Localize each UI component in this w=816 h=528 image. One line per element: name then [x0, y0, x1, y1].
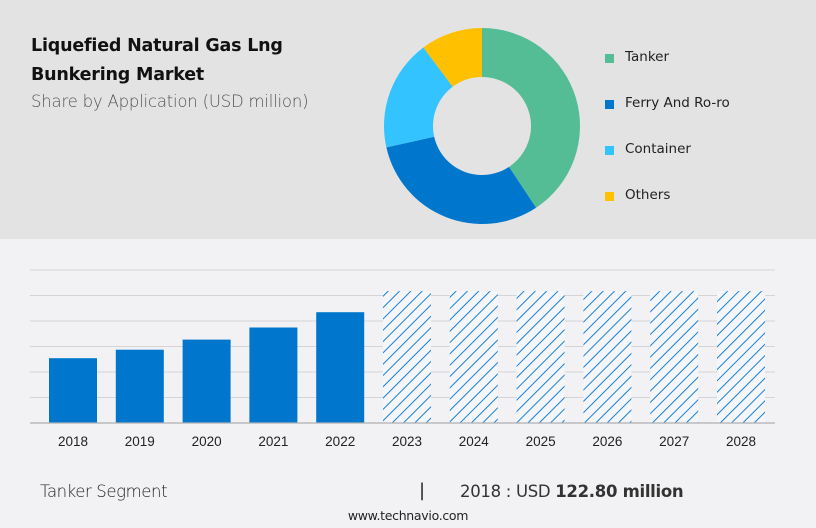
forecast-bar-2025	[516, 291, 565, 423]
legend-item-tanker: Tanker	[605, 48, 805, 70]
page-title: Liquefied Natural Gas Lng Bunkering Mark…	[31, 32, 361, 90]
bar-chart: 2018 2019 2020 2021 2022 2023 2024 2025 2026 2027…	[30, 269, 775, 449]
donut-slice-container	[384, 47, 453, 148]
bar-2018	[49, 358, 97, 423]
website-link[interactable]: www.technavio.com	[347, 508, 469, 523]
page-subtitle: Share by Application (USD million)	[31, 92, 309, 111]
x-tick-label: 2022	[325, 434, 355, 449]
x-axis-labels: 2018 2019 2020 2021 2022 2023 2024 2025 2026 2027…	[58, 434, 756, 449]
donut-chart	[384, 28, 580, 224]
segment-value: 2018 : USD 122.80 million	[460, 482, 684, 501]
x-tick-label: 2023	[392, 434, 422, 449]
legend-swatch-others	[605, 192, 614, 201]
x-tick-label: 2027	[659, 434, 689, 449]
x-tick-label: 2019	[125, 434, 155, 449]
legend-label-container: Container	[625, 141, 691, 157]
legend-label-others: Others	[625, 187, 671, 203]
title-line-2: Bunkering Market	[31, 65, 205, 85]
x-tick-label: 2026	[592, 434, 622, 449]
x-tick-label: 2018	[58, 434, 88, 449]
legend-item-others: Others	[605, 186, 805, 208]
x-tick-label: 2025	[526, 434, 556, 449]
donut-slice-others	[423, 28, 482, 87]
forecast-bar-2024	[449, 291, 498, 423]
forecast-bar-2027	[650, 291, 699, 423]
legend-item-ferry: Ferry And Ro-ro	[605, 94, 805, 116]
x-tick-label: 2024	[459, 434, 490, 449]
x-tick-label: 2021	[258, 434, 288, 449]
bar-2022	[316, 312, 365, 423]
bar-2020	[182, 339, 231, 423]
bar-2019	[115, 349, 164, 423]
segment-label: Tanker Segment	[40, 482, 168, 501]
x-tick-label: 2020	[192, 434, 222, 449]
legend-swatch-tanker	[605, 54, 614, 63]
bar-2021	[249, 327, 298, 423]
legend-label-tanker: Tanker	[625, 49, 670, 65]
legend-swatch-container	[605, 146, 614, 155]
legend-item-container: Container	[605, 140, 805, 162]
title-line-1: Liquefied Natural Gas Lng	[31, 36, 283, 56]
header-panel: Liquefied Natural Gas Lng Bunkering Mark…	[0, 0, 816, 239]
legend-label-ferry: Ferry And Ro-ro	[625, 95, 730, 111]
donut-slice-ferry	[386, 136, 537, 224]
x-tick-label: 2028	[726, 434, 756, 449]
segment-value-amount: 122.80 million	[555, 482, 684, 501]
footer-separator: |	[419, 480, 426, 501]
forecast-bar-2026	[583, 291, 632, 423]
forecast-bar-2023	[383, 291, 431, 423]
segment-value-prefix: 2018 : USD	[460, 482, 556, 501]
forecast-bar-2028	[717, 291, 765, 423]
donut-slice-tanker	[482, 28, 580, 208]
bars-group	[30, 291, 775, 424]
legend-swatch-ferry	[605, 100, 614, 109]
